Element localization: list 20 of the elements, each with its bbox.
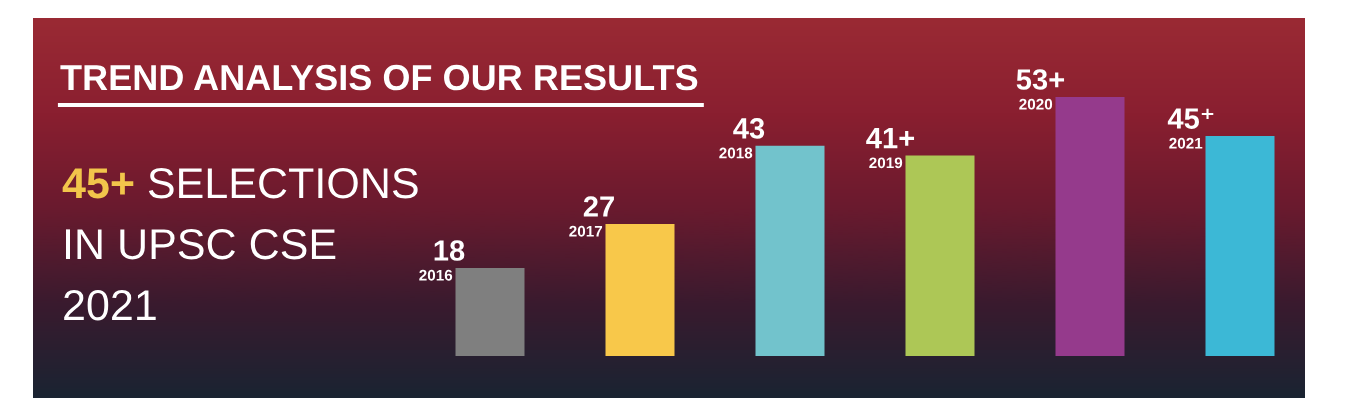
bar [755,145,825,356]
x-tick-label: 2020 [1019,98,1053,110]
bar [905,155,975,356]
text: 45+ SELECTIONS IN UPSC CSE 2021 [62,167,418,321]
data-label: 18 [434,240,465,261]
x-tick-label: 2016 [419,269,453,281]
x-tick-label: 2017 [569,225,603,237]
data-label: 53+ [1016,69,1065,90]
x-tick-label: 2019 [869,157,903,169]
bar [1205,136,1275,356]
chart-title: TREND ANALYSIS OF OUR RESULTS [60,64,698,91]
bar [455,268,525,356]
data-label: 45⁺ [1167,108,1214,129]
data-label: 43 [733,118,765,139]
bar [605,224,675,356]
bar [1055,96,1125,356]
data-label: 41+ [866,128,915,149]
x-tick-label: 2021 [1169,137,1203,149]
x-tick-label: 2018 [719,147,753,159]
data-label: 27 [583,196,614,217]
